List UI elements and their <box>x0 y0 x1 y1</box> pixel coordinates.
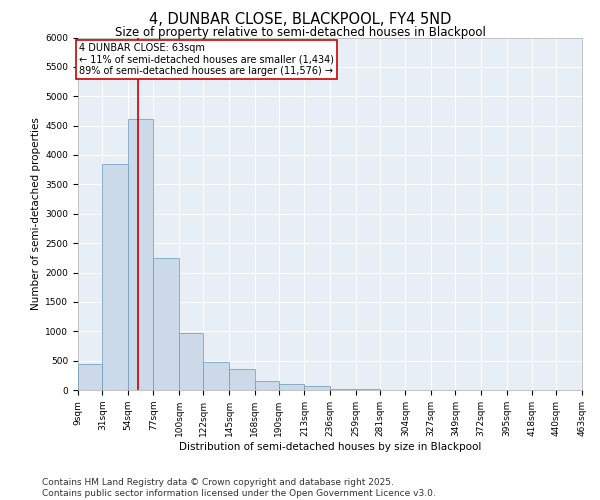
Bar <box>154 258 179 390</box>
Text: Size of property relative to semi-detached houses in Blackpool: Size of property relative to semi-detach… <box>115 26 485 39</box>
Bar <box>78 364 103 390</box>
Text: 4, DUNBAR CLOSE, BLACKPOOL, FY4 5ND: 4, DUNBAR CLOSE, BLACKPOOL, FY4 5ND <box>149 12 451 28</box>
Bar <box>330 389 356 390</box>
Bar <box>203 362 229 390</box>
X-axis label: Distribution of semi-detached houses by size in Blackpool: Distribution of semi-detached houses by … <box>179 442 481 452</box>
Text: 4 DUNBAR CLOSE: 63sqm
← 11% of semi-detached houses are smaller (1,434)
89% of s: 4 DUNBAR CLOSE: 63sqm ← 11% of semi-deta… <box>79 43 334 76</box>
Bar <box>279 384 304 390</box>
Bar <box>254 380 279 390</box>
Y-axis label: Number of semi-detached properties: Number of semi-detached properties <box>31 118 41 310</box>
Bar <box>179 333 203 390</box>
Bar <box>103 164 128 390</box>
Bar <box>128 118 154 390</box>
Text: Contains HM Land Registry data © Crown copyright and database right 2025.
Contai: Contains HM Land Registry data © Crown c… <box>42 478 436 498</box>
Bar <box>229 369 254 390</box>
Bar <box>304 386 330 390</box>
